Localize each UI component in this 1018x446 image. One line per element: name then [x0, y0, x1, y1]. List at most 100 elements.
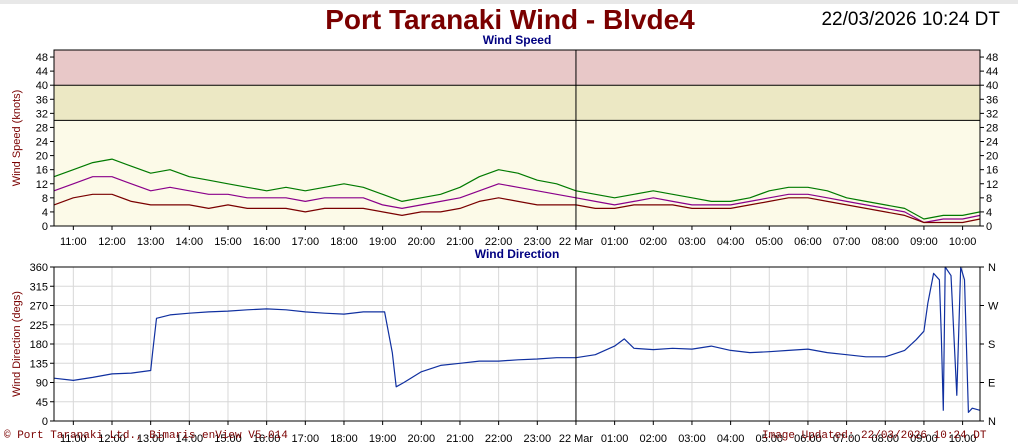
x-tick-label: 22 Mar	[559, 236, 594, 248]
y-tick-label: 44	[36, 66, 48, 78]
x-tick-label: 14:00	[176, 236, 204, 248]
page-title: Port Taranaki Wind - Blvde4	[325, 4, 695, 35]
y-tick-label: 135	[30, 358, 48, 370]
warning-band-1	[54, 85, 980, 121]
warning-band-0	[54, 50, 980, 86]
y-tick-label: 0	[42, 221, 48, 233]
y-tick-label: 40	[36, 80, 48, 92]
x-tick-label: 16:00	[253, 433, 281, 445]
x-tick-label: 15:00	[214, 433, 242, 445]
y2-tick-label: 8	[986, 193, 992, 205]
x-tick-label: 12:00	[98, 236, 126, 248]
x-tick-label: 16:00	[253, 236, 281, 248]
x-tick-label: 09:00	[910, 236, 938, 248]
series-line-direction	[53, 266, 981, 413]
y2-tick-label: 32	[986, 108, 998, 120]
x-tick-label: 22 Mar	[559, 433, 594, 445]
y-axis-label: Wind Direction (degs)	[11, 291, 23, 397]
x-tick-label: 02:00	[640, 433, 668, 445]
y-tick-label: 90	[36, 378, 48, 390]
x-tick-label: 20:00	[408, 236, 436, 248]
x-tick-label: 21:00	[446, 236, 474, 248]
x-tick-label: 11:00	[60, 433, 87, 445]
x-tick-label: 19:00	[369, 433, 397, 445]
x-tick-label: 13:00	[137, 433, 165, 445]
compass-tick-label: E	[988, 378, 995, 390]
x-tick-label: 15:00	[214, 236, 242, 248]
y2-tick-label: 44	[986, 66, 998, 78]
current-timestamp: 22/03/2026 10:24 DT	[821, 9, 1000, 30]
x-tick-label: 03:00	[678, 433, 706, 445]
series-line-lull	[53, 193, 981, 224]
y-tick-label: 45	[36, 397, 48, 409]
x-tick-label: 01:00	[601, 236, 629, 248]
y2-tick-label: 4	[986, 207, 992, 219]
chart-title: Wind Direction	[475, 247, 560, 261]
compass-tick-label: W	[988, 301, 999, 313]
x-tick-label: 10:00	[949, 236, 977, 248]
x-tick-label: 11:00	[60, 236, 87, 248]
x-tick-label: 04:00	[717, 433, 745, 445]
x-tick-label: 18:00	[330, 433, 358, 445]
x-tick-label: 02:00	[640, 236, 668, 248]
compass-tick-label: N	[988, 262, 996, 274]
x-tick-label: 17:00	[292, 433, 320, 445]
x-tick-label: 23:00	[524, 433, 552, 445]
window-top-strip	[0, 0, 1018, 4]
footer-copyright: © Port Taranaki Ltd., Bimaris enView V5.…	[4, 430, 288, 442]
x-tick-label: 20:00	[408, 433, 436, 445]
x-tick-label: 17:00	[292, 236, 320, 248]
x-tick-label: 07:00	[833, 236, 861, 248]
x-tick-label: 06:00	[794, 236, 822, 248]
y-tick-label: 270	[30, 301, 48, 313]
y2-tick-label: 48	[986, 52, 998, 64]
x-tick-label: 10:00	[949, 433, 977, 445]
y-tick-label: 225	[30, 320, 48, 332]
y2-tick-label: 12	[986, 179, 998, 191]
y2-tick-label: 24	[986, 137, 998, 149]
x-tick-label: 19:00	[369, 236, 397, 248]
x-tick-label: 12:00	[98, 433, 126, 445]
footer-image-updated: Image Updated: 22/03/2026 10:24 DT	[762, 430, 987, 442]
x-tick-label: 14:00	[176, 433, 204, 445]
chart-title: Wind Speed	[483, 33, 552, 47]
x-tick-label: 05:00	[756, 433, 784, 445]
x-tick-label: 22:00	[485, 236, 513, 248]
x-tick-label: 03:00	[678, 236, 706, 248]
x-tick-label: 21:00	[446, 433, 474, 445]
y-tick-label: 12	[36, 179, 48, 191]
x-tick-label: 22:00	[485, 433, 513, 445]
x-tick-label: 18:00	[330, 236, 358, 248]
y-tick-label: 360	[30, 262, 48, 274]
y-tick-label: 0	[42, 416, 48, 428]
x-tick-label: 06:00	[794, 433, 822, 445]
y-tick-label: 24	[36, 137, 48, 149]
compass-tick-label: N	[988, 416, 996, 428]
x-tick-label: 09:00	[910, 433, 938, 445]
y2-tick-label: 28	[986, 122, 998, 134]
x-tick-label: 07:00	[833, 433, 861, 445]
x-tick-label: 04:00	[717, 236, 745, 248]
x-tick-label: 05:00	[756, 236, 784, 248]
y-tick-label: 180	[30, 339, 48, 351]
y-tick-label: 8	[42, 193, 48, 205]
y-tick-label: 48	[36, 52, 48, 64]
y-tick-label: 36	[36, 94, 48, 106]
x-tick-label: 08:00	[872, 236, 900, 248]
x-tick-label: 01:00	[601, 433, 629, 445]
y2-tick-label: 16	[986, 165, 998, 177]
y-tick-label: 16	[36, 165, 48, 177]
series-line-mean	[53, 176, 981, 224]
y2-tick-label: 20	[986, 151, 998, 163]
y2-tick-label: 40	[986, 80, 998, 92]
plot-frame	[53, 49, 981, 227]
compass-tick-label: S	[988, 339, 995, 351]
x-tick-label: 08:00	[872, 433, 900, 445]
series-line-gust	[53, 158, 981, 220]
y2-tick-label: 0	[986, 221, 992, 233]
y-tick-label: 315	[30, 281, 48, 293]
y-tick-label: 4	[42, 207, 48, 219]
y2-tick-label: 36	[986, 94, 998, 106]
y-tick-label: 32	[36, 108, 48, 120]
